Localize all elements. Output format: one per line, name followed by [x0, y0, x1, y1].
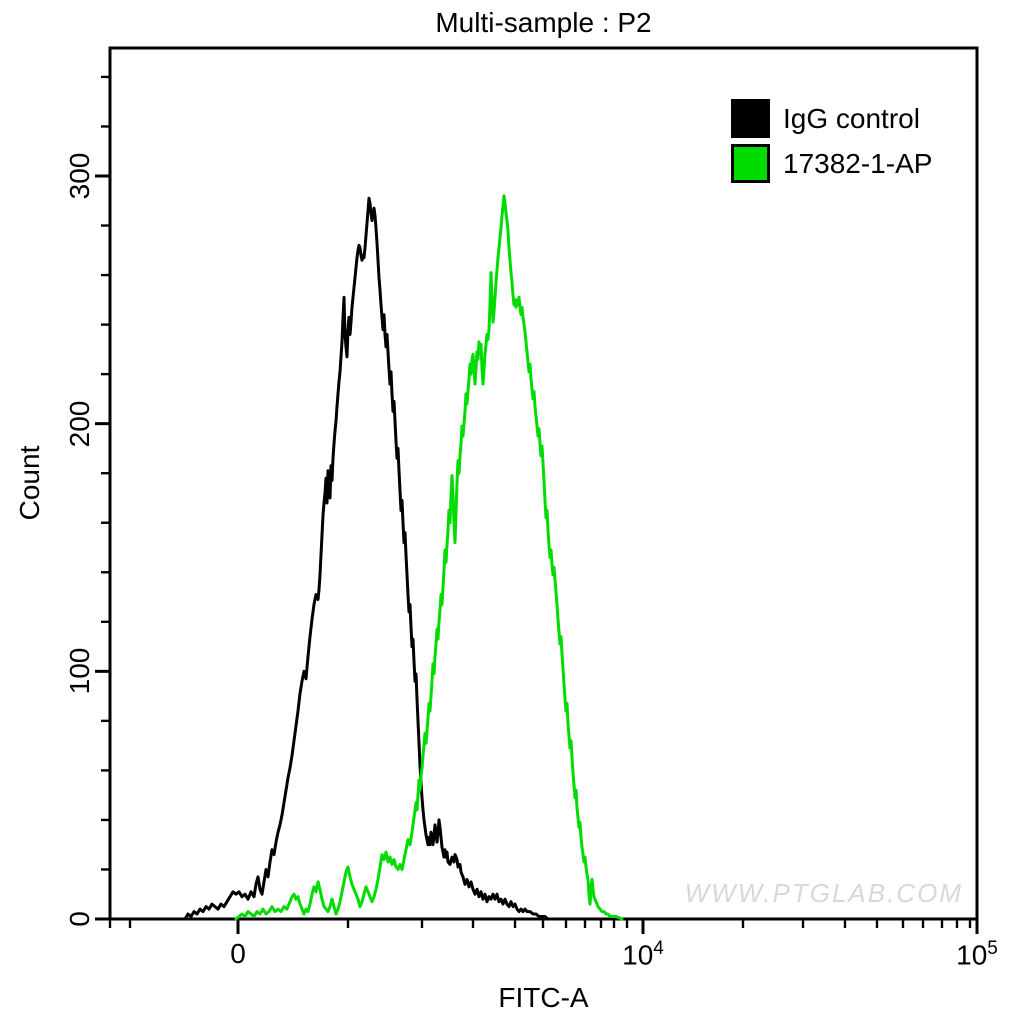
x-axis-title: FITC-A: [498, 982, 589, 1013]
histogram-curve-17382-1-ap: [234, 194, 624, 921]
legend-item: 17382-1-AP: [731, 144, 932, 183]
legend-swatch-icon: [731, 99, 770, 138]
x-tick-label: 0: [230, 938, 246, 969]
legend-label: 17382-1-AP: [783, 147, 933, 179]
histogram-curve-igg-control: [183, 196, 550, 921]
legend: IgG control 17382-1-AP: [731, 99, 932, 189]
x-tick-label: 104: [622, 938, 664, 971]
y-tick-label: 100: [64, 647, 95, 695]
plot-title: Multi-sample : P2: [435, 7, 652, 38]
y-axis-title: Count: [14, 445, 45, 521]
legend-label: IgG control: [783, 102, 920, 134]
legend-item: IgG control: [731, 99, 932, 138]
y-tick-label: 300: [64, 152, 95, 200]
y-tick-label: 0: [64, 911, 95, 927]
x-tick-label: 105: [956, 938, 998, 971]
watermark-text: WWW.PTGLAB.COM: [684, 878, 963, 908]
y-tick-label: 200: [64, 400, 95, 448]
legend-swatch-icon: [731, 144, 770, 183]
